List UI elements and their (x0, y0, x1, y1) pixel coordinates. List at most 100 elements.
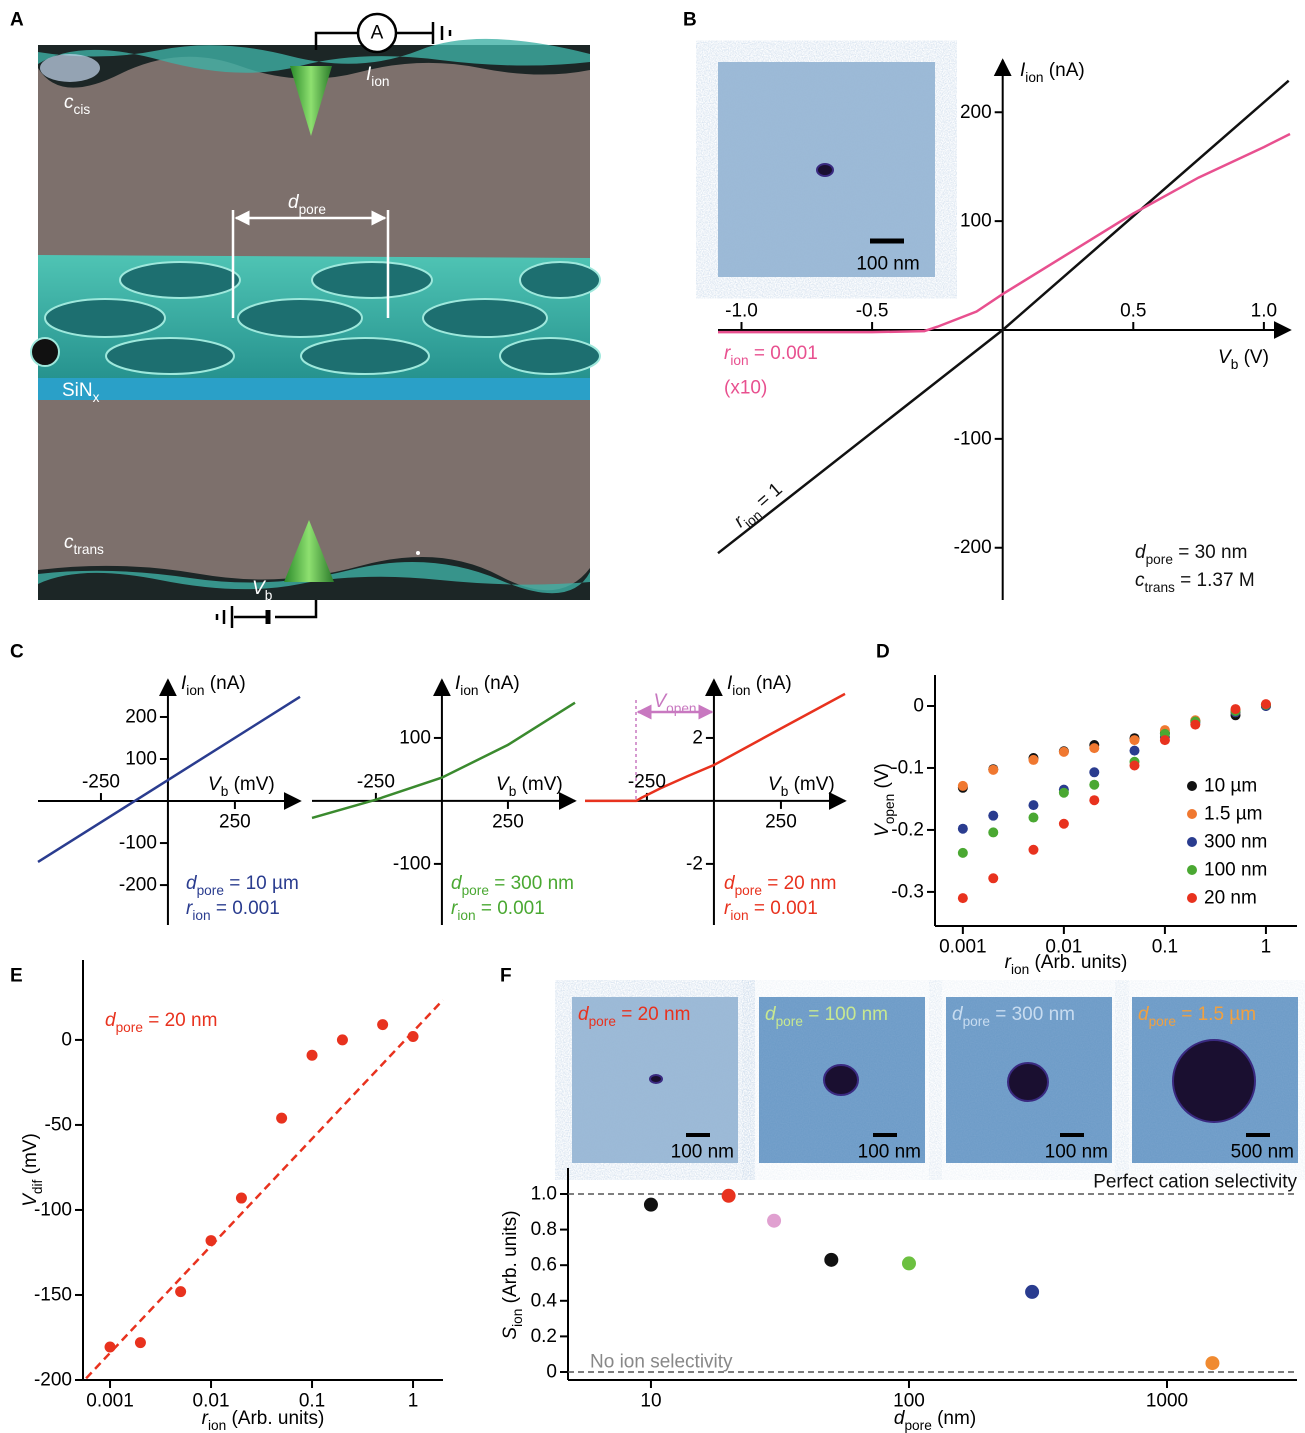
annotation: dpore = 30 nm (1135, 542, 1247, 568)
pore (500, 338, 600, 374)
data-point (1028, 755, 1038, 765)
x-tick-label: 1 (1261, 937, 1272, 958)
x-axis-title-part: (nm) (932, 1408, 976, 1429)
x-axis-title: Vb (mV) (496, 774, 563, 800)
data-point (1059, 747, 1069, 757)
x-tick-label: 1 (408, 1391, 419, 1412)
y-axis-title-part: ion (186, 683, 204, 698)
data-point (958, 848, 968, 858)
x-axis-title-part: ion (1011, 962, 1029, 977)
panel-letter: D (876, 642, 890, 663)
pore-image (824, 1065, 858, 1095)
data-point (105, 1342, 116, 1353)
x-tick-label: 250 (492, 811, 524, 832)
annotation: rion = 0.001 (724, 898, 818, 924)
x-tick-label: 0.001 (939, 937, 987, 958)
y-tick-label: 0.2 (531, 1326, 557, 1347)
image-label-part: pore (776, 1014, 803, 1029)
data-point (958, 781, 968, 791)
image-label-part: = 1.5 µm (1176, 1004, 1256, 1025)
data-point (1028, 845, 1038, 855)
x-axis-title: Vb (mV) (208, 774, 275, 800)
data-point (1089, 743, 1099, 753)
x-axis-title-part: (mV) (788, 774, 834, 795)
scale-bar-label: 100 nm (858, 1142, 921, 1163)
annotation-part: = 20 nm (143, 1010, 217, 1031)
panel-a-illustration (31, 14, 600, 628)
x-axis-title-part: (V) (1238, 347, 1269, 368)
y-axis-title-part: S (500, 1327, 521, 1340)
y-axis-title-part: (nA) (1044, 60, 1085, 81)
x-tick-label: 0.1 (1152, 937, 1178, 958)
y-axis-title: Iion (nA) (727, 673, 792, 699)
pore (312, 262, 432, 298)
data-point (377, 1019, 388, 1030)
data-point (1129, 746, 1139, 756)
image-label-part: = 100 nm (803, 1004, 888, 1025)
x-axis-title: rion (Arb. units) (1005, 952, 1128, 978)
annotation-part: = 300 nm (489, 873, 574, 894)
c-cis-label-part: cis (74, 102, 91, 117)
x-tick-label: 10 (640, 1391, 661, 1412)
x-axis-title-part: (mV) (228, 774, 274, 795)
legend-marker (1187, 893, 1197, 903)
y-tick-label: -100 (954, 428, 992, 449)
y-tick-label: -200 (119, 875, 157, 896)
data-point (276, 1113, 287, 1124)
data-point (1160, 735, 1170, 745)
annotation-part: ion (457, 908, 475, 923)
y-tick-label: 0 (61, 1029, 72, 1050)
data-point (722, 1189, 736, 1203)
annotation-part: = 20 nm (762, 873, 836, 894)
y-tick-label: -150 (34, 1284, 72, 1305)
x-tick-label: -250 (82, 772, 120, 793)
annotation: rion = 0.001 (451, 898, 545, 924)
chart (718, 60, 1290, 600)
legend-label: 20 nm (1204, 888, 1257, 909)
y-tick-label: -0.3 (891, 881, 924, 902)
particle (416, 551, 420, 555)
data-point (1205, 1356, 1219, 1370)
annotation-part: pore (1146, 552, 1173, 567)
chart (560, 997, 1298, 1388)
data-point (307, 1050, 318, 1061)
pore (520, 262, 600, 298)
legend-label: 10 µm (1204, 776, 1257, 797)
x-axis-title-part: (Arb. units) (1029, 952, 1127, 973)
y-axis-title-part: (Arb. units) (500, 1210, 521, 1308)
i-ion-label-part: ion (371, 74, 389, 89)
annotation-part: = 10 µm (224, 873, 299, 894)
annotation-part: trans (1145, 580, 1176, 595)
y-tick-label: 100 (125, 749, 157, 770)
annotation-part: pore (735, 883, 762, 898)
data-point (988, 811, 998, 821)
y-axis-title-part: (nA) (479, 673, 520, 694)
legend-marker (1187, 837, 1197, 847)
page: AAccisIiondporeSiNxctransVb100 nm-1.0-0.… (0, 0, 1305, 1433)
c-cis-label-part: c (64, 92, 74, 113)
annotation-part: pore (197, 883, 224, 898)
panel-letter: A (10, 10, 24, 31)
x-tick-label: 0.01 (193, 1391, 230, 1412)
data-point (206, 1235, 217, 1246)
y-axis-title-part: open (882, 794, 897, 824)
y-axis-title: Iion (nA) (455, 673, 520, 699)
y-tick-label: -0.1 (891, 757, 924, 778)
annotation-part: pore (462, 883, 489, 898)
glow (40, 54, 100, 82)
x-axis-title-part: ion (208, 1418, 226, 1433)
y-tick-label: 0 (913, 695, 924, 716)
data-point (1231, 704, 1241, 714)
x-tick-label: 250 (219, 812, 251, 833)
d-pore-label-part: pore (299, 202, 326, 217)
panel-letter: C (10, 642, 24, 663)
data-point (1025, 1285, 1039, 1299)
membrane-edge (38, 378, 590, 400)
fit-line (86, 1000, 443, 1378)
annotation: dpore = 20 nm (105, 1010, 217, 1036)
y-axis-title-part: ion (732, 683, 750, 698)
data-point (1129, 735, 1139, 745)
data-point (1089, 780, 1099, 790)
legend-label: 1.5 µm (1204, 804, 1262, 825)
scale-bar-label: 100 nm (671, 1142, 734, 1163)
